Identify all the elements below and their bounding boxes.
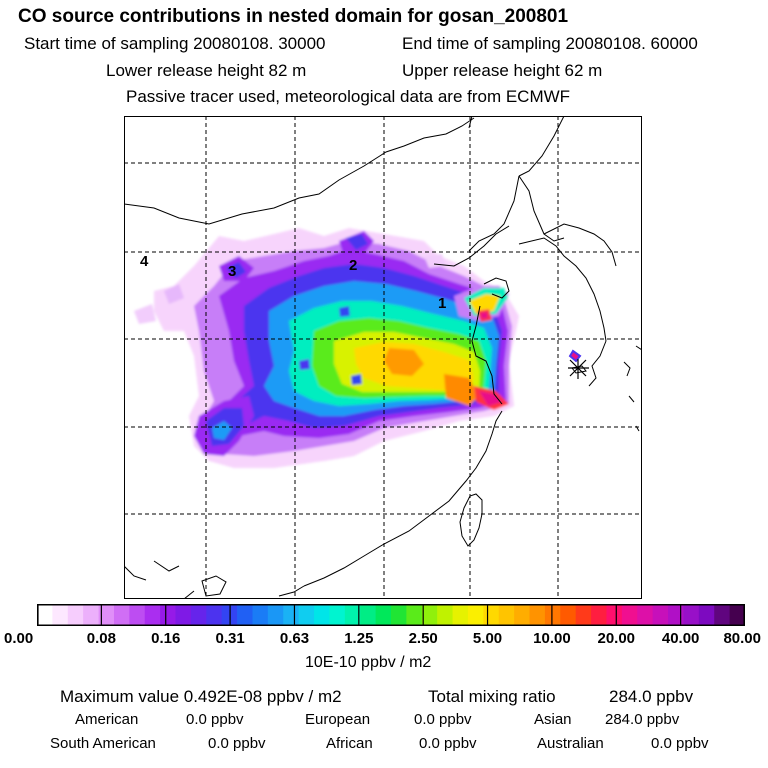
- colorbar-swatch: [437, 604, 454, 626]
- colorbar-tick-label: 2.50: [408, 630, 438, 647]
- colorbar-swatch: [467, 604, 484, 626]
- colorbar-swatch: [113, 604, 130, 626]
- colorbar-swatch: [175, 604, 192, 626]
- colorbar-swatch: [637, 604, 654, 626]
- colorbar-swatch: [83, 604, 100, 626]
- colorbar-tick-label: 0.31: [215, 630, 245, 647]
- total-mixing-ratio-label: Total mixing ratio: [428, 687, 556, 706]
- plot-title: CO source contributions in nested domain…: [18, 6, 569, 27]
- colorbar-swatch: [298, 604, 315, 626]
- colorbar-swatch: [344, 604, 361, 626]
- colorbar-swatch: [190, 604, 207, 626]
- colorbar-swatch: [406, 604, 423, 626]
- colorbar-swatch: [267, 604, 284, 626]
- colorbar-swatch: [160, 604, 177, 626]
- colorbar-swatch: [375, 604, 392, 626]
- colorbar-tick-label: 0.16: [151, 630, 181, 647]
- south-american-label: South American: [50, 735, 156, 752]
- colorbar-swatch: [683, 604, 700, 626]
- colorbar-swatch: [452, 604, 469, 626]
- colorbar-swatch: [283, 604, 300, 626]
- receptor-marker: [568, 349, 589, 379]
- american-value: 0.0 ppbv: [186, 711, 244, 728]
- colorbar-swatch: [129, 604, 146, 626]
- colorbar-swatch: [252, 604, 269, 626]
- colorbar-swatch: [314, 604, 331, 626]
- tracer-info: Passive tracer used, meteorological data…: [126, 87, 571, 106]
- colorbar-swatch: [544, 604, 561, 626]
- colorbar-tick-label: 0.00: [4, 630, 34, 647]
- colorbar-swatch: [560, 604, 577, 626]
- colorbar-swatch: [529, 604, 546, 626]
- african-value: 0.0 ppbv: [419, 735, 477, 752]
- colorbar-swatch: [37, 604, 53, 626]
- european-label: European: [305, 711, 371, 728]
- region-marker-2: 2: [349, 257, 357, 274]
- european-value: 0.0 ppbv: [414, 711, 472, 728]
- colorbar-tick-label: 40.00: [661, 630, 700, 647]
- colorbar-swatch: [514, 604, 531, 626]
- asian-value: 284.0 ppbv: [605, 711, 680, 728]
- colorbar-swatch: [98, 604, 115, 626]
- end-time: End time of sampling 20080108. 60000: [402, 34, 698, 53]
- total-mixing-ratio-value: 284.0 ppbv: [609, 687, 694, 706]
- south-american-value: 0.0 ppbv: [208, 735, 266, 752]
- colorbar-tick-label: 20.00: [597, 630, 636, 647]
- australian-value: 0.0 ppbv: [651, 735, 709, 752]
- colorbar-tick-label: 1.25: [344, 630, 374, 647]
- region-marker-1: 1: [438, 295, 446, 312]
- colorbar-tick-label: 5.00: [472, 630, 503, 647]
- colorbar-swatch: [575, 604, 592, 626]
- concentration-plume: [134, 228, 519, 468]
- colorbar-swatch: [52, 604, 69, 626]
- region-marker-3: 3: [228, 263, 236, 280]
- colorbar-swatch: [237, 604, 254, 626]
- colorbar-swatch: [621, 604, 638, 626]
- colorbar-swatch: [483, 604, 500, 626]
- colorbar-swatch: [206, 604, 223, 626]
- asian-label: Asian: [534, 711, 572, 728]
- colorbar-swatch: [498, 604, 515, 626]
- colorbar-swatch: [329, 604, 346, 626]
- colorbar-swatch: [144, 604, 161, 626]
- american-label: American: [75, 711, 139, 728]
- lat-lon-grid: [124, 116, 642, 599]
- colorbar-tick-label: 0.08: [86, 630, 116, 647]
- lower-release-height: Lower release height 82 m: [106, 61, 307, 80]
- colorbar-tick-label: 0.63: [279, 630, 310, 647]
- australian-label: Australian: [537, 735, 604, 752]
- colorbar-frame: [37, 604, 745, 626]
- african-label: African: [326, 735, 373, 752]
- colorbar-unit: 10E-10 ppbv / m2: [305, 654, 432, 671]
- colorbar-tick-label: 80.00: [723, 630, 761, 647]
- upper-release-height: Upper release height 62 m: [402, 61, 603, 80]
- concentration-map: 1 2 3 4: [124, 116, 642, 599]
- start-time: Start time of sampling 20080108. 30000: [24, 34, 326, 53]
- colorbar-swatch: [652, 604, 669, 626]
- colorbar-tick-label: 10.00: [533, 630, 571, 647]
- colorbar-swatch: [606, 604, 623, 626]
- colorbar-swatch: [391, 604, 407, 626]
- colorbar-swatch: [67, 604, 84, 626]
- colorbar-swatch: [668, 604, 685, 626]
- colorbar-swatch: [714, 604, 731, 626]
- map-frame: [124, 116, 642, 599]
- colorbar-swatch: [729, 604, 745, 626]
- region-marker-4: 4: [140, 253, 149, 270]
- colorbar-swatch: [360, 604, 377, 626]
- colorbar: [37, 604, 745, 626]
- colorbar-swatch: [591, 604, 608, 626]
- colorbar-swatch: [698, 604, 715, 626]
- colorbar-swatch: [421, 604, 438, 626]
- max-value: Maximum value 0.492E-08 ppbv / m2: [60, 687, 342, 706]
